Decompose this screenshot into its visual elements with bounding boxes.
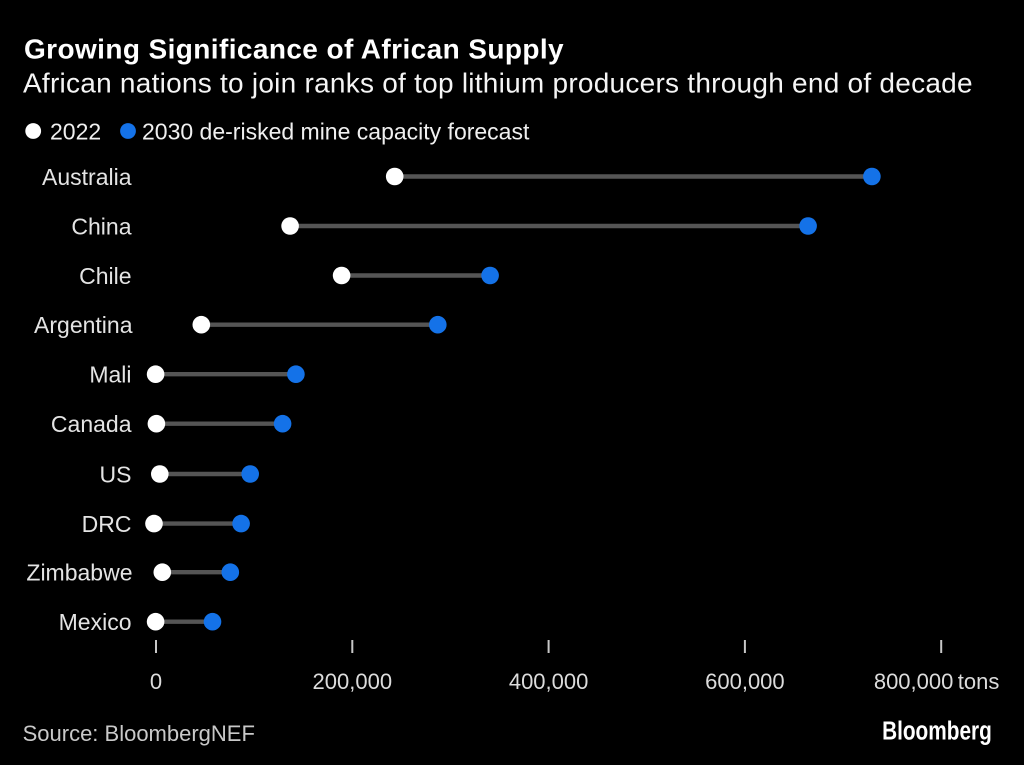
svg-text:Zimbabwe: Zimbabwe	[26, 560, 132, 586]
svg-text:Source: BloombergNEF: Source: BloombergNEF	[23, 721, 255, 746]
svg-text:2022: 2022	[50, 118, 101, 144]
svg-text:Mexico: Mexico	[59, 609, 132, 635]
svg-text:200,000: 200,000	[313, 669, 393, 694]
svg-text:2030 de-risked mine capacity f: 2030 de-risked mine capacity forecast	[142, 118, 530, 144]
svg-text:Chile: Chile	[79, 263, 131, 289]
svg-text:Bloomberg: Bloomberg	[882, 716, 992, 745]
svg-text:800,000 tons: 800,000 tons	[874, 669, 1000, 694]
svg-text:DRC: DRC	[82, 511, 132, 537]
svg-text:400,000: 400,000	[509, 669, 589, 694]
svg-text:Canada: Canada	[51, 411, 132, 437]
svg-text:Australia: Australia	[42, 164, 132, 190]
svg-text:600,000: 600,000	[705, 669, 785, 694]
svg-text:Argentina: Argentina	[34, 312, 133, 338]
svg-text:0: 0	[150, 669, 162, 694]
svg-text:China: China	[71, 213, 131, 239]
svg-text:Mali: Mali	[89, 362, 131, 388]
svg-text:Growing Significance of Africa: Growing Significance of African Supply	[24, 34, 564, 65]
svg-text:African nations to join ranks: African nations to join ranks of top lit…	[23, 67, 973, 98]
svg-text:US: US	[100, 461, 132, 487]
